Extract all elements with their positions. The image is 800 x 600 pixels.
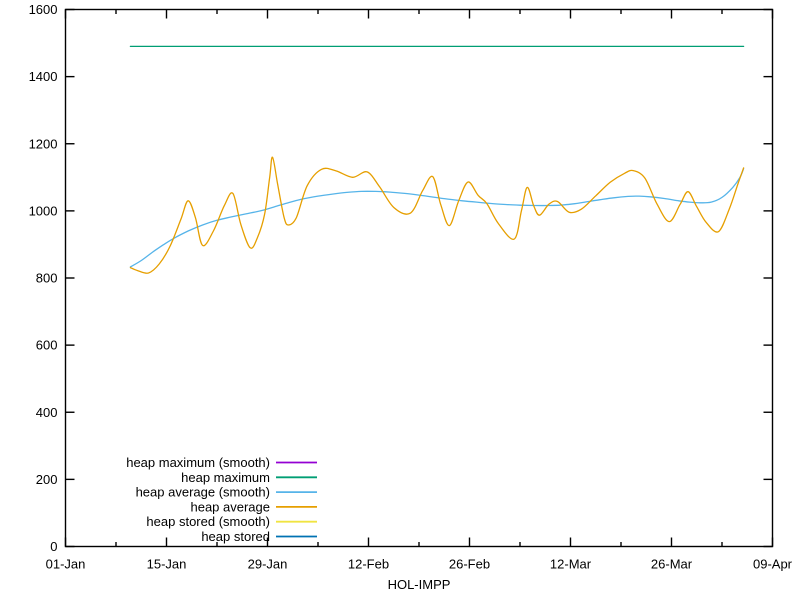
- y-tick-label: 800: [36, 271, 58, 286]
- series-line-heap-average-smooth: [129, 167, 745, 268]
- x-tick-label: 15-Jan: [147, 557, 187, 572]
- y-tick-label: 600: [36, 338, 58, 353]
- x-tick-label: 12-Mar: [550, 557, 592, 572]
- y-tick-label: 1000: [29, 203, 58, 218]
- legend-label-heap-average-smooth: heap average (smooth): [136, 485, 270, 500]
- x-tick-label: 26-Mar: [651, 557, 693, 572]
- x-tick-label: 01-Jan: [46, 557, 86, 572]
- legend-label-heap-stored-smooth: heap stored (smooth): [146, 514, 270, 529]
- legend-label-heap-stored: heap stored: [201, 529, 270, 544]
- y-tick-label: 1400: [29, 69, 58, 84]
- y-tick-label: 1200: [29, 136, 58, 151]
- legend-label-heap-maximum: heap maximum: [181, 470, 270, 485]
- axis-ticks: [64, 8, 774, 548]
- legend-label-heap-maximum-smooth: heap maximum (smooth): [126, 455, 270, 470]
- axis-labels: 0 200 400 600 800 1000 1200 1400 1600 01-Jan 15-Ja…: [29, 2, 793, 572]
- x-axis-title: HOL-IMPP: [388, 577, 451, 592]
- x-axis-label: HOL-IMPP: [388, 577, 451, 592]
- x-tick-label: 26-Feb: [449, 557, 490, 572]
- y-tick-label: 1600: [29, 2, 58, 17]
- legend-label-heap-average: heap average: [190, 499, 270, 514]
- y-tick-label: 0: [50, 539, 57, 554]
- series-lines: [129, 45, 745, 274]
- y-tick-label: 200: [36, 472, 58, 487]
- x-tick-label: 29-Jan: [248, 557, 288, 572]
- y-tick-label: 400: [36, 405, 58, 420]
- series-line-heap-average: [129, 156, 745, 274]
- x-tick-label: 12-Feb: [348, 557, 389, 572]
- x-tick-label: 09-Apr: [753, 557, 793, 572]
